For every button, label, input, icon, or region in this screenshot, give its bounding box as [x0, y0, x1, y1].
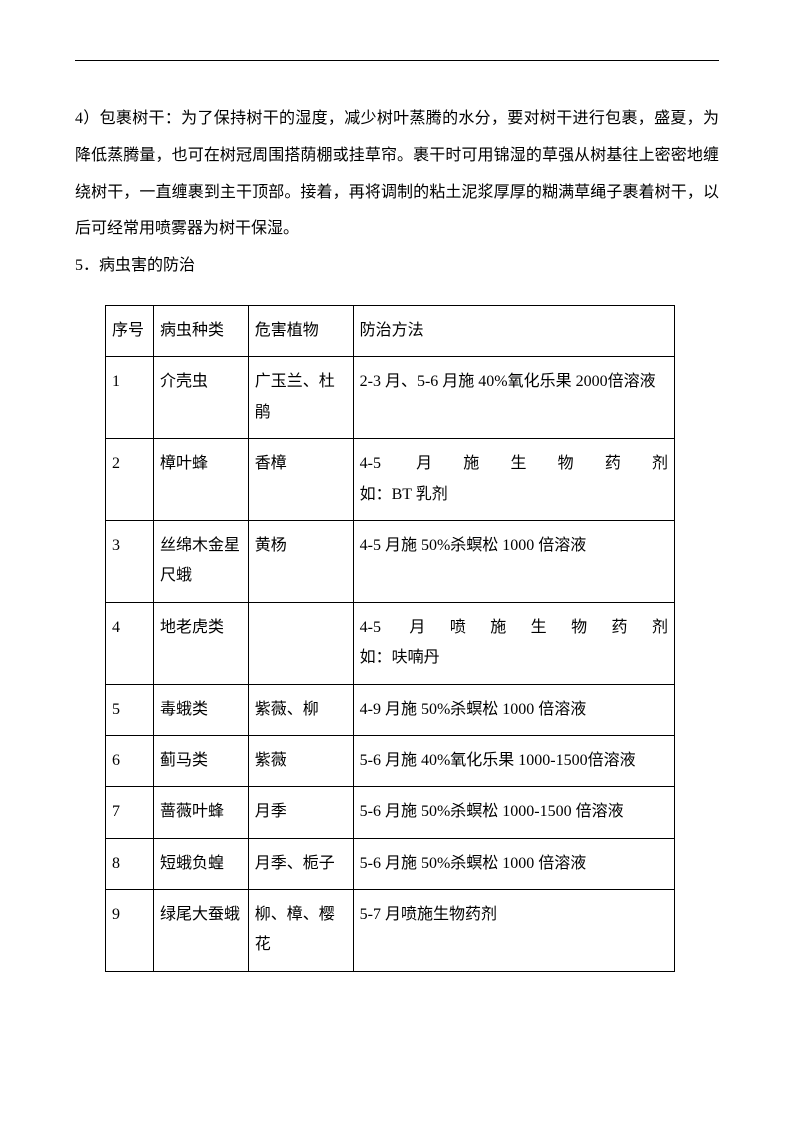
cell-plant: 黄杨: [248, 520, 353, 602]
page-rule: [75, 60, 719, 61]
cell-method: 5-6 月施 40%氧化乐果 1000-1500倍溶液: [353, 735, 674, 786]
cell-plant: 广玉兰、杜鹃: [248, 357, 353, 439]
cell-plant: 香樟: [248, 439, 353, 521]
cell-seq: 2: [106, 439, 154, 521]
method-line1: 4-5 月喷施生物药剂: [360, 613, 668, 643]
cell-seq: 1: [106, 357, 154, 439]
table-row: 2 樟叶蜂 香樟 4-5 月施生物药剂 如：BT 乳剂: [106, 439, 675, 521]
cell-method: 4-5 月施 50%杀螟松 1000 倍溶液: [353, 520, 674, 602]
cell-type: 地老虎类: [153, 602, 248, 684]
table-row: 1 介壳虫 广玉兰、杜鹃 2-3 月、5-6 月施 40%氧化乐果 2000倍溶…: [106, 357, 675, 439]
cell-type: 樟叶蜂: [153, 439, 248, 521]
cell-seq: 6: [106, 735, 154, 786]
cell-type: 丝绵木金星尺蛾: [153, 520, 248, 602]
cell-seq: 8: [106, 838, 154, 889]
cell-type: 介壳虫: [153, 357, 248, 439]
cell-seq: 4: [106, 602, 154, 684]
cell-plant: 月季: [248, 787, 353, 838]
cell-method: 4-5 月喷施生物药剂 如：呋喃丹: [353, 602, 674, 684]
cell-method: 4-5 月施生物药剂 如：BT 乳剂: [353, 439, 674, 521]
header-seq: 序号: [106, 305, 154, 356]
cell-seq: 5: [106, 684, 154, 735]
cell-method: 4-9 月施 50%杀螟松 1000 倍溶液: [353, 684, 674, 735]
cell-plant: 紫薇: [248, 735, 353, 786]
cell-plant: 柳、樟、樱花: [248, 890, 353, 972]
table-row: 7 蔷薇叶蜂 月季 5-6 月施 50%杀螟松 1000-1500 倍溶液: [106, 787, 675, 838]
cell-seq: 3: [106, 520, 154, 602]
table-row: 6 蓟马类 紫薇 5-6 月施 40%氧化乐果 1000-1500倍溶液: [106, 735, 675, 786]
section-heading: 5．病虫害的防治: [75, 248, 719, 285]
paragraph-trunk-wrap: 4）包裹树干：为了保持树干的湿度，减少树叶蒸腾的水分，要对树干进行包裹，盛夏，为…: [75, 101, 719, 248]
cell-seq: 9: [106, 890, 154, 972]
header-type: 病虫种类: [153, 305, 248, 356]
cell-type: 蔷薇叶蜂: [153, 787, 248, 838]
cell-plant: [248, 602, 353, 684]
cell-plant: 月季、栀子: [248, 838, 353, 889]
table-row: 3 丝绵木金星尺蛾 黄杨 4-5 月施 50%杀螟松 1000 倍溶液: [106, 520, 675, 602]
cell-plant: 紫薇、柳: [248, 684, 353, 735]
cell-method: 2-3 月、5-6 月施 40%氧化乐果 2000倍溶液: [353, 357, 674, 439]
table-row: 9 绿尾大蚕蛾 柳、樟、樱花 5-7 月喷施生物药剂: [106, 890, 675, 972]
cell-method: 5-6 月施 50%杀螟松 1000 倍溶液: [353, 838, 674, 889]
table-row: 4 地老虎类 4-5 月喷施生物药剂 如：呋喃丹: [106, 602, 675, 684]
cell-type: 毒蛾类: [153, 684, 248, 735]
method-line2: 如：呋喃丹: [360, 643, 668, 673]
header-method: 防治方法: [353, 305, 674, 356]
cell-type: 蓟马类: [153, 735, 248, 786]
cell-method: 5-6 月施 50%杀螟松 1000-1500 倍溶液: [353, 787, 674, 838]
method-line1: 4-5 月施生物药剂: [360, 449, 668, 479]
cell-method: 5-7 月喷施生物药剂: [353, 890, 674, 972]
cell-seq: 7: [106, 787, 154, 838]
method-line2: 如：BT 乳剂: [360, 480, 668, 510]
header-plant: 危害植物: [248, 305, 353, 356]
cell-type: 短蛾负蝗: [153, 838, 248, 889]
pest-control-table: 序号 病虫种类 危害植物 防治方法 1 介壳虫 广玉兰、杜鹃 2-3 月、5-6…: [105, 305, 675, 972]
table-header-row: 序号 病虫种类 危害植物 防治方法: [106, 305, 675, 356]
table-row: 8 短蛾负蝗 月季、栀子 5-6 月施 50%杀螟松 1000 倍溶液: [106, 838, 675, 889]
table-row: 5 毒蛾类 紫薇、柳 4-9 月施 50%杀螟松 1000 倍溶液: [106, 684, 675, 735]
cell-type: 绿尾大蚕蛾: [153, 890, 248, 972]
